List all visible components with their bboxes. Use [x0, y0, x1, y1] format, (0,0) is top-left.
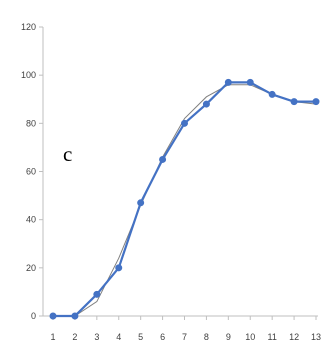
panel-label: c: [63, 142, 73, 166]
trendline: [53, 84, 317, 317]
y-tick-label: 0: [31, 311, 36, 321]
x-tick-label: 9: [226, 332, 231, 342]
x-tick-label: 8: [204, 332, 209, 342]
data-point: [312, 98, 320, 106]
x-tick-label: 7: [182, 332, 187, 342]
y-tick-label: 120: [21, 22, 36, 32]
x-tick-label: 13: [311, 332, 321, 342]
y-tick-label: 100: [21, 70, 36, 80]
y-tick-label: 60: [26, 167, 36, 177]
y-tick-label: 40: [26, 215, 36, 225]
y-tick-label: 20: [26, 263, 36, 273]
y-tick-label: 80: [26, 118, 36, 128]
data-point: [202, 100, 210, 108]
x-tick-label: 2: [72, 332, 77, 342]
data-point: [49, 312, 57, 320]
data-point: [71, 312, 79, 320]
series-line: [53, 81, 316, 318]
x-tick-label: 12: [289, 332, 299, 342]
data-point: [224, 78, 232, 86]
data-point: [246, 78, 254, 86]
trendline-layer: [53, 84, 317, 317]
x-tick-label: 6: [160, 332, 165, 342]
x-tick-label: 11: [267, 332, 276, 342]
data-point: [181, 119, 188, 127]
x-tick-label: 3: [94, 332, 99, 342]
axes: [39, 26, 318, 320]
x-tick-label: 4: [116, 332, 121, 342]
data-point: [159, 155, 167, 163]
data-point: [137, 199, 145, 207]
x-tick-label: 1: [50, 332, 55, 342]
x-tick-label: 10: [245, 332, 255, 342]
series-layer: [49, 78, 320, 320]
x-tick-label: 5: [138, 332, 143, 342]
data-point: [93, 290, 101, 298]
data-point: [115, 264, 123, 272]
x-tick-labels: 1 2 3 4 5 6 7 8 9 10 11 12 13: [50, 332, 321, 342]
data-point: [268, 90, 276, 98]
data-point: [290, 98, 298, 106]
y-tick-labels: 0 20 40 60 80 100 120: [21, 22, 36, 321]
